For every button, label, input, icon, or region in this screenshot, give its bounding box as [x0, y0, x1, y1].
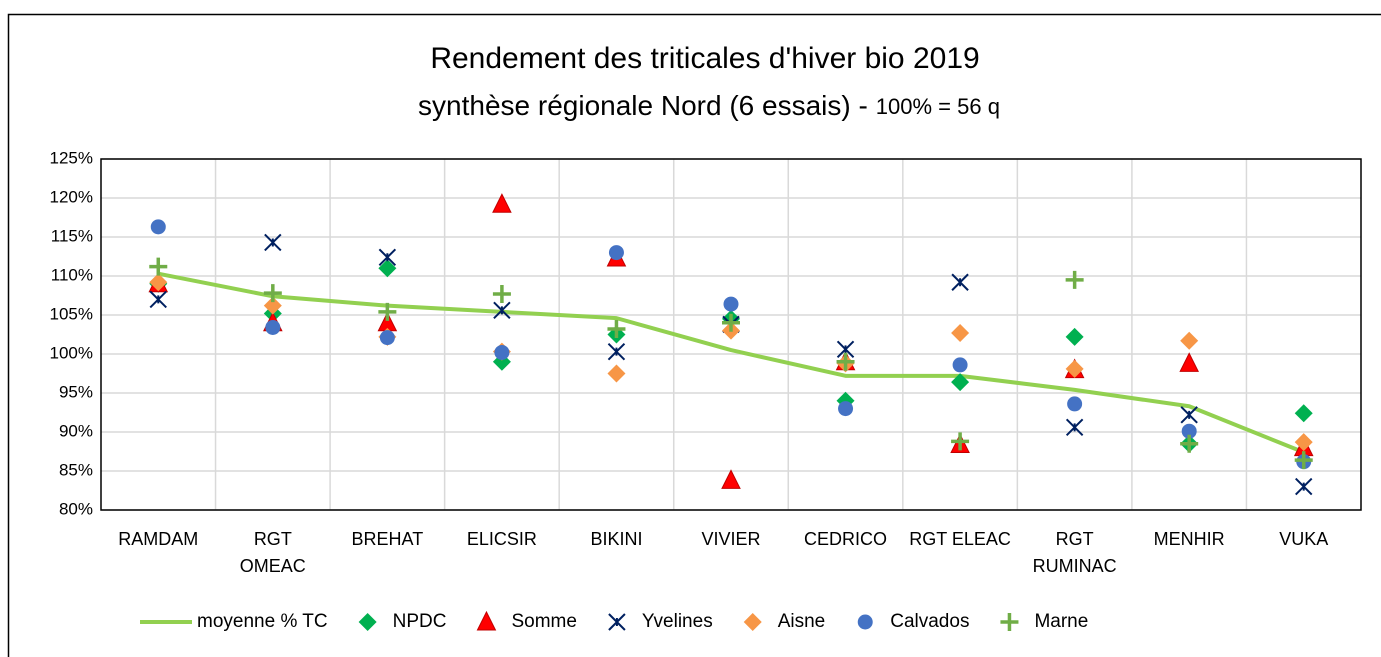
- x-tick-label: RGT OMEAC: [239, 529, 306, 576]
- point: [1181, 423, 1197, 439]
- point: [607, 320, 626, 339]
- x-tick-label: CEDRICO: [804, 529, 888, 549]
- legend-label: Yvelines: [642, 611, 713, 632]
- point: [1065, 418, 1084, 437]
- legend-swatch: [476, 610, 497, 631]
- x-tick-label: VIVIER: [701, 529, 761, 549]
- point: [379, 330, 395, 346]
- chart-frame: [7, 13, 1381, 657]
- point: [1065, 359, 1084, 378]
- legend-swatch: [743, 613, 762, 631]
- legend-swatch: [608, 613, 626, 631]
- point: [1065, 327, 1084, 346]
- point: [1294, 433, 1313, 452]
- x-tick-label: ELICSIR: [466, 529, 537, 549]
- legend-swatch: [857, 614, 873, 630]
- point: [836, 340, 855, 359]
- point: [721, 469, 741, 489]
- point: [608, 245, 624, 261]
- point: [951, 273, 969, 291]
- x-tick-label: VUKA: [1279, 529, 1329, 549]
- point: [149, 257, 168, 276]
- subtitle: synthèse régionale Nord (6 essais) -: [418, 90, 868, 121]
- point: [149, 290, 167, 309]
- chart-subtitle: synthèse régionale Nord (6 essais) - 100%…: [418, 90, 1000, 121]
- y-tick-label: 105%: [50, 304, 93, 323]
- point: [493, 301, 511, 320]
- point: [264, 233, 282, 252]
- legend-swatch: [1000, 613, 1019, 631]
- point: [492, 193, 512, 213]
- point: [722, 313, 740, 332]
- point: [951, 432, 970, 451]
- subtitle-note: 100% = 56 q: [876, 94, 1000, 119]
- x-tick-label: MENHIR: [1153, 529, 1225, 549]
- y-tick-label: 85%: [59, 460, 93, 479]
- x-tick-label: RGT RUMINAC: [1032, 529, 1117, 576]
- point: [723, 296, 739, 312]
- point: [1180, 331, 1199, 350]
- point: [951, 323, 970, 342]
- plot-border: [100, 158, 1362, 511]
- legend-label: Somme: [511, 611, 576, 632]
- point: [263, 296, 282, 315]
- point: [1294, 404, 1313, 423]
- y-tick-label: 125%: [50, 148, 93, 167]
- y-tick-label: 100%: [50, 343, 93, 362]
- point: [149, 273, 168, 292]
- x-tick-label: RGT ELEAC: [909, 529, 1011, 549]
- legend-label: Aisne: [778, 611, 826, 632]
- point: [1180, 434, 1199, 453]
- legend-label: NPDC: [393, 611, 447, 632]
- legend-label: moyenne % TC: [197, 611, 328, 632]
- point: [836, 352, 855, 371]
- point: [951, 373, 970, 392]
- point: [952, 357, 968, 373]
- point: [378, 302, 397, 321]
- x-tick-label: RAMDAM: [118, 529, 199, 549]
- point: [1065, 270, 1084, 289]
- point: [1067, 396, 1083, 412]
- point: [263, 284, 282, 303]
- point: [378, 259, 397, 278]
- mean-line: [157, 271, 1305, 455]
- point: [265, 319, 281, 335]
- point: [494, 344, 510, 360]
- point: [838, 401, 854, 417]
- y-tick-label: 80%: [59, 499, 93, 518]
- legend-swatch: [358, 613, 377, 631]
- legend-label: Calvados: [890, 611, 969, 632]
- y-tick-label: 110%: [51, 265, 93, 284]
- y-tick-label: 90%: [59, 421, 93, 440]
- point: [1294, 451, 1313, 470]
- point: [1180, 406, 1198, 424]
- y-tick-label: 95%: [59, 382, 93, 401]
- point: [607, 342, 626, 361]
- point: [492, 284, 511, 303]
- y-tick-label: 120%: [50, 187, 93, 206]
- point: [150, 219, 166, 235]
- chart-title: Rendement des triticales d'hiver bio 201…: [430, 42, 979, 75]
- x-tick-label: BIKINI: [590, 529, 643, 549]
- point: [1295, 477, 1313, 496]
- x-tick-label: BREHAT: [351, 529, 424, 549]
- y-tick-label: 115%: [51, 226, 93, 245]
- point: [378, 248, 397, 266]
- legend-label: Marne: [1034, 611, 1088, 632]
- point: [1179, 352, 1199, 372]
- point: [607, 364, 626, 383]
